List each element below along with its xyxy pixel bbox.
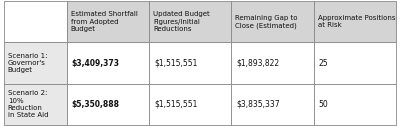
Text: Remaining Gap to
Close (Estimated): Remaining Gap to Close (Estimated) [236,15,298,28]
Text: Scenario 2:
10%
Reduction
in State Aid: Scenario 2: 10% Reduction in State Aid [8,90,48,118]
Text: Updated Budget
Figures/Initial
Reductions: Updated Budget Figures/Initial Reduction… [153,11,210,32]
Text: 50: 50 [319,100,328,109]
Bar [149,1,231,42]
Bar [4,84,67,125]
Text: Approximate Positions
at Risk: Approximate Positions at Risk [318,15,395,28]
Bar [149,84,231,125]
Text: $3,835,337: $3,835,337 [236,100,280,109]
Text: $1,515,551: $1,515,551 [154,100,197,109]
Bar [4,1,67,42]
Bar [149,42,231,84]
Bar [314,42,396,84]
Text: $1,893,822: $1,893,822 [236,58,280,68]
Bar [314,1,396,42]
Bar [67,42,149,84]
Text: $1,515,551: $1,515,551 [154,58,197,68]
Text: Estimated Shortfall
from Adopted
Budget: Estimated Shortfall from Adopted Budget [71,11,138,32]
Bar [67,1,149,42]
Text: $3,409,373: $3,409,373 [72,58,120,68]
Text: 25: 25 [319,58,328,68]
Bar [314,84,396,125]
Bar [67,84,149,125]
Text: $5,350,888: $5,350,888 [72,100,120,109]
Bar [231,1,314,42]
Bar [4,42,67,84]
Bar [231,42,314,84]
Text: Scenario 1:
Governor's
Budget: Scenario 1: Governor's Budget [8,53,47,73]
Bar [231,84,314,125]
